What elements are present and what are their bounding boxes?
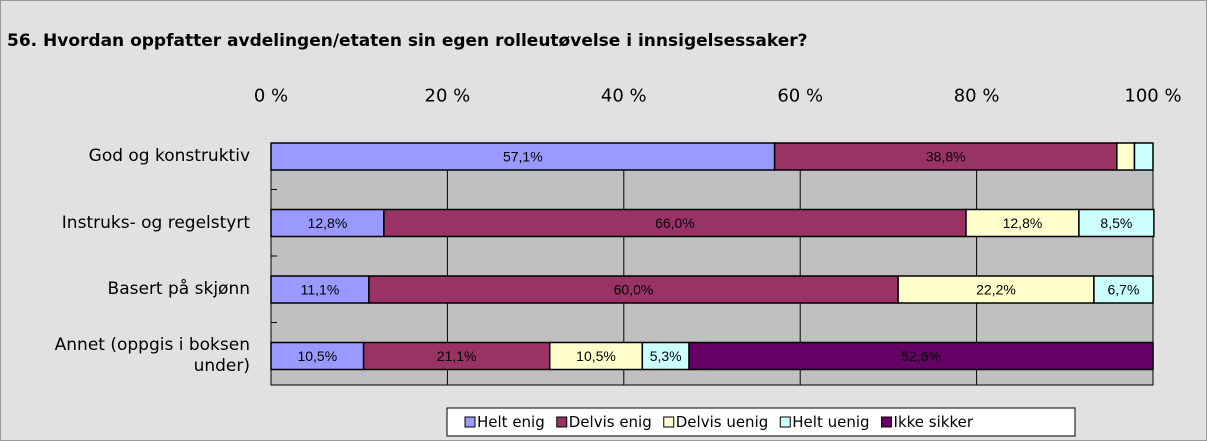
data-label: 66,0% bbox=[655, 215, 695, 231]
y-tick-label: God og konstruktiv bbox=[88, 146, 250, 166]
legend-swatch bbox=[464, 416, 476, 428]
legend-swatch bbox=[663, 416, 675, 428]
x-tick-label: 80 % bbox=[954, 86, 1000, 107]
data-label: 10,5% bbox=[576, 348, 616, 364]
x-tick-label: 0 % bbox=[254, 86, 288, 107]
data-label: 5,3% bbox=[650, 348, 682, 364]
data-label: 57,1% bbox=[503, 149, 543, 165]
legend-label: Delvis enig bbox=[569, 413, 652, 431]
legend-swatch bbox=[556, 416, 568, 428]
bar-segment bbox=[368, 275, 899, 304]
bar-segment bbox=[270, 208, 385, 238]
data-label: 6,7% bbox=[1107, 282, 1139, 298]
bar-segment bbox=[270, 275, 370, 304]
y-tick-label: Instruks- og regelstyrt bbox=[61, 212, 250, 233]
data-label: 11,1% bbox=[301, 282, 340, 298]
bar-segment bbox=[897, 275, 1095, 304]
legend-label: Delvis uenig bbox=[676, 413, 769, 431]
data-label: 21,1% bbox=[437, 348, 477, 364]
bar-segment bbox=[1133, 142, 1154, 171]
chart-title: 56. Hvordan oppfatter avdelingen/etaten … bbox=[7, 31, 808, 51]
x-tick-label: 20 % bbox=[425, 86, 471, 107]
x-tick-label: 40 % bbox=[601, 86, 647, 107]
y-tick-label: Annet (oppgis i boksen under) bbox=[54, 335, 250, 376]
legend-swatch bbox=[881, 416, 893, 428]
bar-segment bbox=[270, 341, 365, 371]
legend-label: Helt enig bbox=[477, 413, 545, 431]
legend-label: Ikke sikker bbox=[894, 413, 974, 431]
data-label: 60,0% bbox=[614, 282, 654, 298]
y-tick-label: Basert på skjønn bbox=[107, 279, 250, 299]
bar-segment bbox=[641, 341, 690, 371]
bar-segment bbox=[965, 208, 1080, 238]
data-label: 10,5% bbox=[297, 348, 337, 364]
data-label: 22,2% bbox=[976, 282, 1016, 298]
x-tick-label: 100 % bbox=[1124, 86, 1181, 107]
bar-segment bbox=[270, 142, 776, 171]
legend-swatch bbox=[779, 416, 791, 428]
legend-box bbox=[446, 407, 1076, 437]
x-tick-label: 60 % bbox=[777, 86, 823, 107]
bar-segment bbox=[688, 341, 1154, 371]
bar-segment bbox=[383, 208, 967, 238]
data-label: 12,8% bbox=[1003, 215, 1043, 231]
bar-segment bbox=[362, 341, 551, 371]
data-label: 12,8% bbox=[308, 215, 348, 231]
legend-label: Helt uenig bbox=[792, 413, 869, 431]
bar-segment bbox=[1116, 142, 1136, 171]
data-label: 52,6% bbox=[901, 348, 941, 364]
bar-segment bbox=[1078, 208, 1155, 238]
data-label: 38,8% bbox=[926, 149, 966, 165]
data-label: 8,5% bbox=[1100, 215, 1132, 231]
bar-segment bbox=[1093, 275, 1154, 304]
